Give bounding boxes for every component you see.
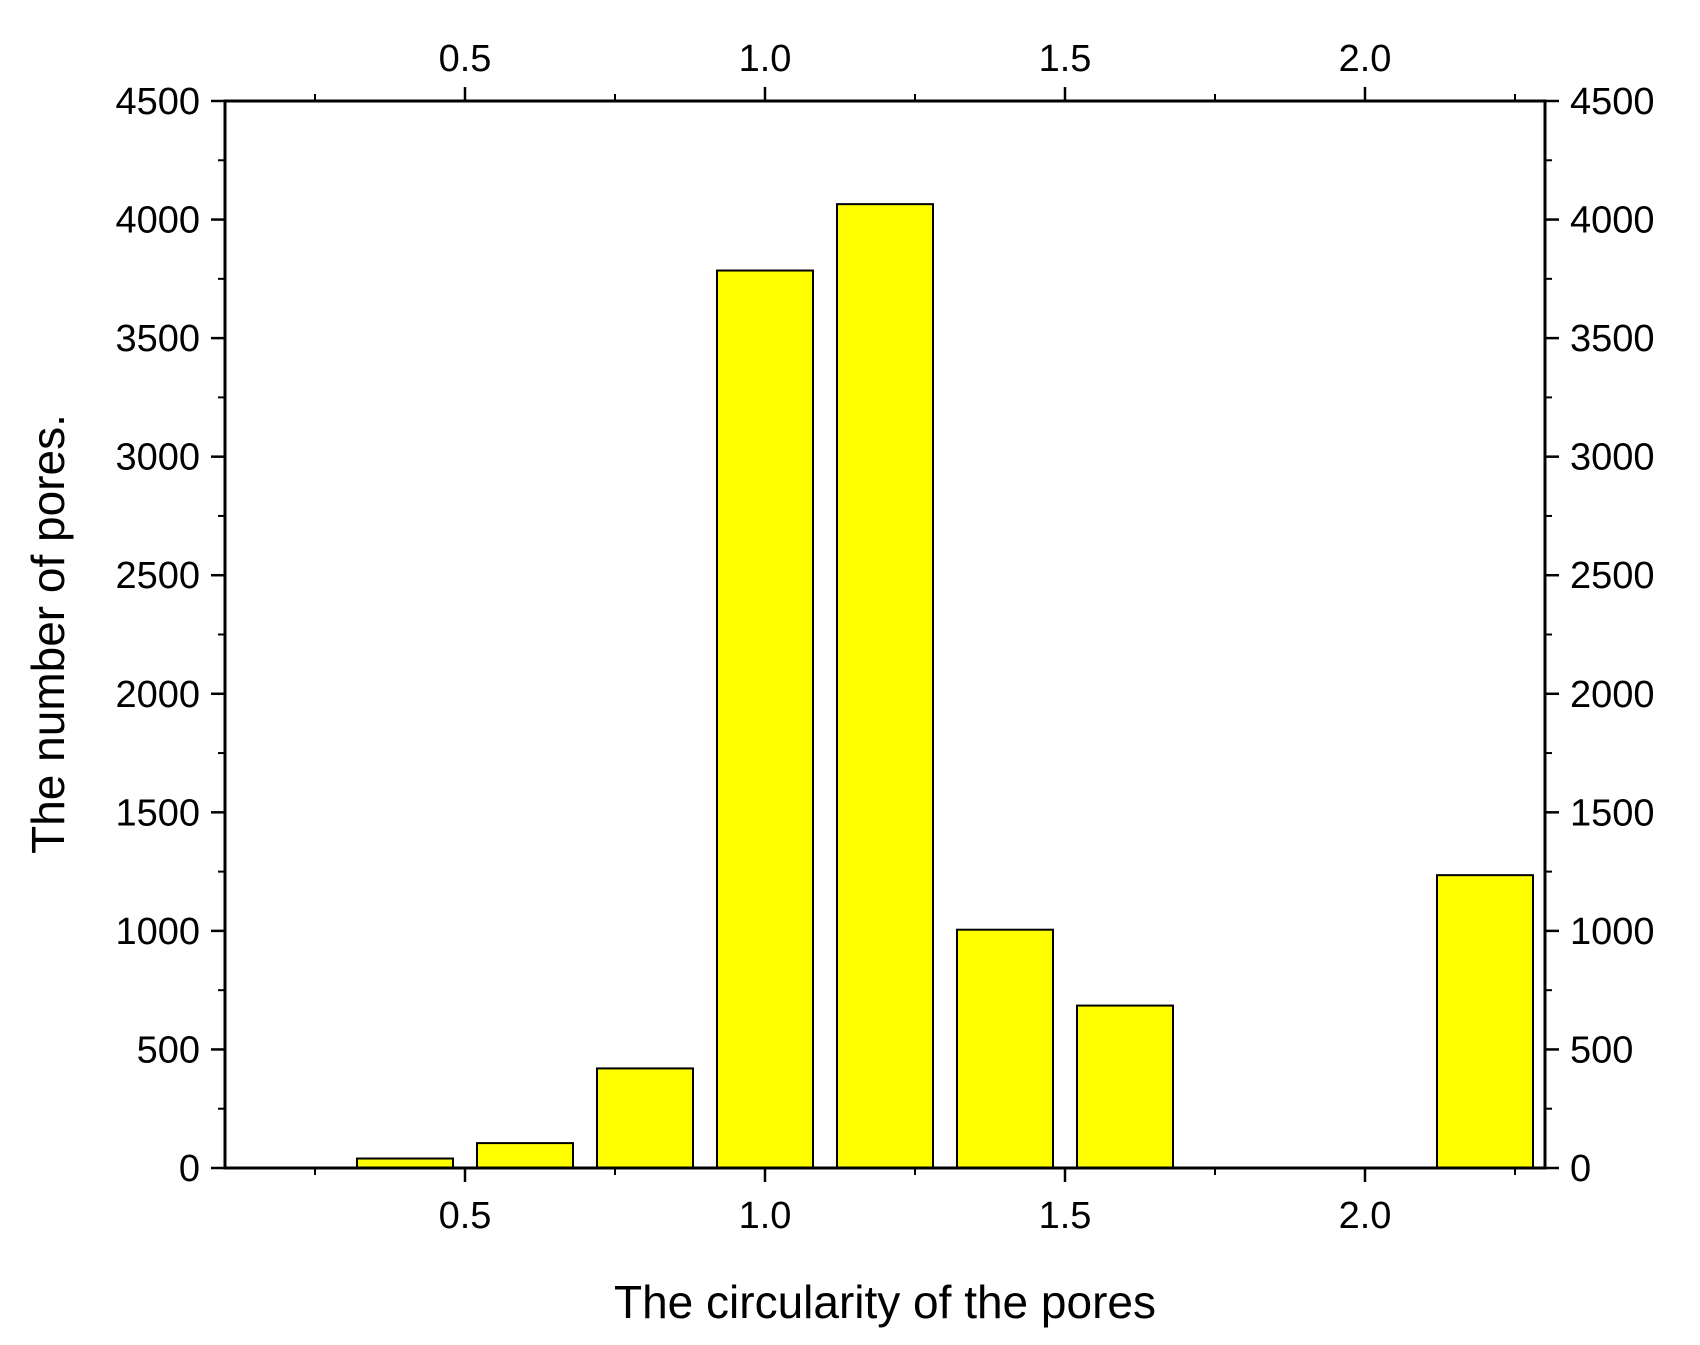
y-tick-label-right: 500 [1570,1029,1633,1071]
bar [956,928,1054,1169]
y-tick-label-left: 2000 [115,674,200,716]
axis-ticks-group [211,87,1559,1182]
x-tick-label-top: 1.5 [1039,38,1092,80]
y-tick-label-right: 3500 [1570,318,1655,360]
x-tick-label-top: 0.5 [439,38,492,80]
y-tick-label-left: 4500 [115,81,200,123]
y-tick-label-right: 1000 [1570,911,1655,953]
x-tick-label-top: 2.0 [1339,38,1392,80]
bar [596,1067,694,1169]
y-tick-label-right: 2500 [1570,555,1655,597]
y-tick-label-right: 2000 [1570,674,1655,716]
y-tick-label-left: 3000 [115,437,200,479]
bar [476,1142,574,1170]
bar [1076,1004,1174,1170]
bar [1436,874,1534,1169]
y-tick-label-right: 1500 [1570,792,1655,834]
y-tick-label-right: 4000 [1570,200,1655,242]
x-tick-label-top: 1.0 [739,38,792,80]
y-tick-label-left: 1500 [115,792,200,834]
y-tick-label-left: 2500 [115,555,200,597]
y-tick-label-left: 0 [179,1148,200,1190]
y-tick-label-right: 0 [1570,1148,1591,1190]
x-tick-label-bottom: 1.0 [739,1195,792,1237]
x-tick-label-bottom: 2.0 [1339,1195,1392,1237]
x-axis-title: The circularity of the pores [614,1276,1156,1328]
tick-labels-group: 0.5 0.5 1.0 1.0 1.5 1.5 2.0 2.0 0 0 500 500 1000 1000… [115,38,1654,1237]
y-tick-label-left: 1000 [115,911,200,953]
y-tick-label-right: 3000 [1570,437,1655,479]
y-tick-label-left: 500 [137,1029,200,1071]
y-tick-label-left: 3500 [115,318,200,360]
y-tick-label-right: 4500 [1570,81,1655,123]
y-axis-title: The number of pores. [22,414,74,854]
bars-group [356,203,1534,1170]
x-tick-label-bottom: 0.5 [439,1195,492,1237]
y-tick-label-left: 4000 [115,200,200,242]
bar [836,203,934,1170]
bar [716,269,814,1170]
x-tick-label-bottom: 1.5 [1039,1195,1092,1237]
